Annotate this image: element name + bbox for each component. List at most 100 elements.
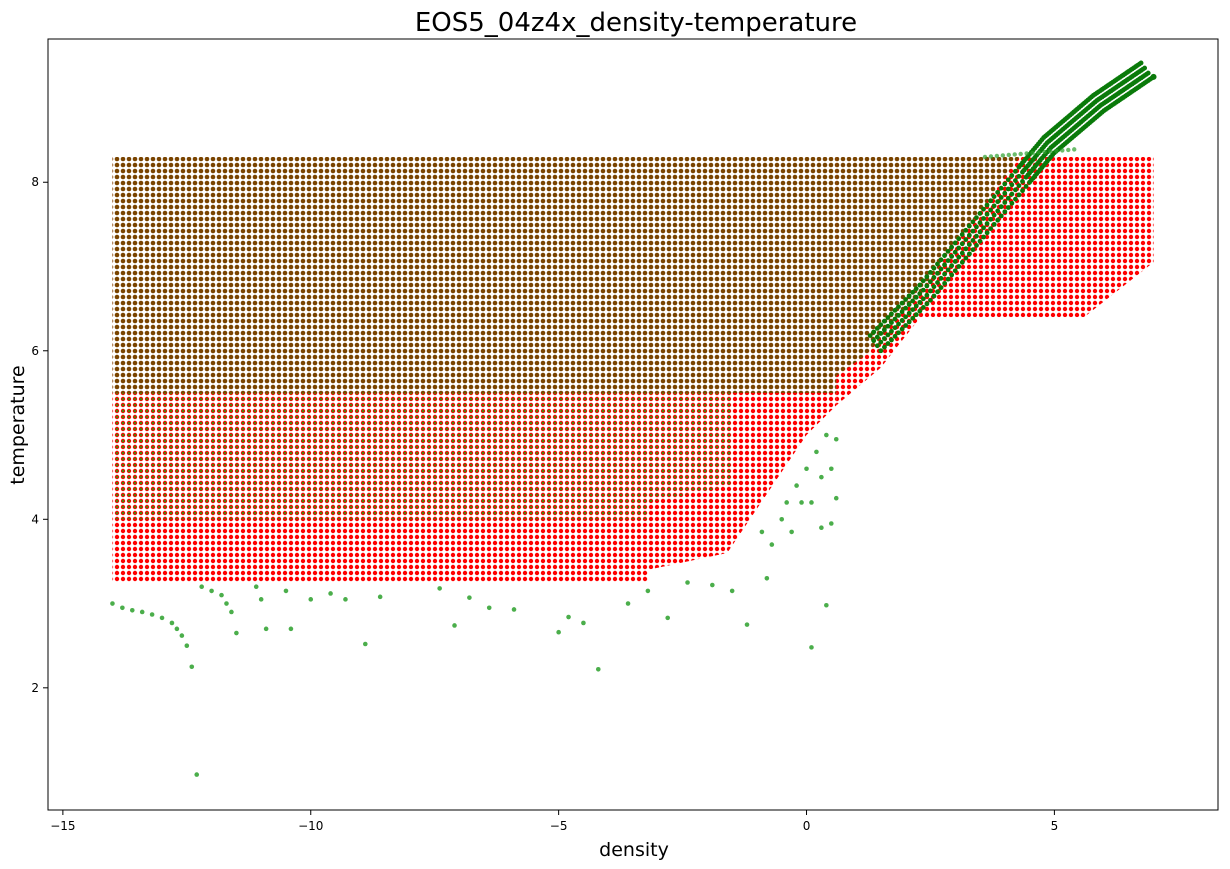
green-band-point	[956, 264, 962, 269]
green-band-point	[1009, 182, 1015, 188]
green-outlier-point	[799, 500, 804, 505]
green-band-point	[952, 249, 958, 255]
y-axis: 2 4 6 8	[31, 175, 48, 695]
green-band-point	[889, 337, 894, 343]
green-band-point	[931, 293, 937, 299]
y-tick-label: 6	[31, 344, 39, 358]
green-band-point	[920, 287, 926, 293]
green-band-point	[977, 238, 983, 244]
green-band-point	[1005, 177, 1011, 183]
green-outlier-point	[179, 633, 185, 638]
green-outlier-point	[467, 595, 472, 600]
green-band-point	[952, 268, 958, 274]
green-band-point	[988, 216, 994, 222]
green-band-point	[924, 274, 930, 280]
green-band-point	[981, 225, 986, 231]
green-band-point	[1012, 152, 1017, 157]
green-band-point	[1036, 150, 1041, 155]
green-band-point	[938, 266, 944, 272]
green-series-mid-region	[112, 392, 733, 520]
green-band-point	[942, 262, 947, 268]
green-band-point	[917, 291, 923, 297]
green-outlier-point	[829, 466, 834, 472]
green-band-point	[1018, 151, 1023, 157]
green-outlier-point	[729, 588, 735, 594]
green-band-point	[994, 153, 1000, 159]
green-outlier-point	[174, 626, 180, 632]
green-outlier-point	[189, 664, 195, 670]
green-outlier-point	[283, 588, 289, 594]
green-outlier-point	[511, 607, 517, 612]
green-band-point	[913, 286, 919, 292]
green-band-point	[988, 207, 994, 213]
green-outlier-point	[219, 592, 224, 598]
green-band-point	[889, 311, 894, 317]
green-band-point	[867, 333, 873, 339]
green-band-point	[913, 312, 919, 318]
green-band-point	[945, 248, 951, 254]
green-band-point	[995, 189, 1001, 195]
green-band-point	[959, 259, 965, 265]
green-band-point	[1016, 173, 1022, 179]
green-band-point	[1000, 153, 1006, 158]
green-band-point	[959, 250, 965, 256]
x-tick-label: −5	[550, 819, 568, 833]
green-band-point	[942, 280, 948, 286]
green-band-point	[1002, 190, 1008, 196]
green-band-point	[874, 343, 880, 349]
green-outlier-point	[744, 622, 750, 627]
green-band-point	[991, 203, 997, 209]
green-band-point	[871, 329, 877, 335]
green-outlier-point	[110, 601, 115, 606]
green-outlier-point	[194, 772, 200, 777]
green-band-point	[899, 300, 905, 306]
green-band-point	[917, 282, 923, 288]
green-outlier-point	[224, 601, 229, 606]
green-band-point	[1023, 184, 1029, 189]
green-band-point	[963, 227, 969, 233]
green-band-point	[963, 255, 969, 261]
green-band-point	[892, 325, 898, 331]
green-band-point	[974, 243, 979, 248]
green-band-point	[935, 280, 940, 285]
green-outlier-point	[809, 500, 814, 505]
green-band-point	[881, 327, 887, 333]
green-band-point	[988, 154, 994, 159]
green-band-point	[928, 297, 933, 303]
green-band-point	[938, 257, 944, 263]
green-band-point	[913, 294, 919, 300]
green-band-point	[878, 331, 884, 336]
green-band-point	[949, 272, 955, 278]
green-band-point	[935, 270, 940, 276]
green-outlier-point	[328, 591, 333, 596]
green-band-point	[903, 323, 909, 328]
green-band-point	[892, 333, 898, 339]
green-band-point	[1072, 147, 1077, 152]
green-band-point	[991, 221, 997, 227]
green-outlier-point	[789, 529, 794, 535]
green-outlier-point	[169, 620, 175, 626]
green-outlier-point	[120, 605, 125, 611]
green-band-point	[945, 258, 951, 264]
green-band-point	[938, 275, 944, 281]
green-band-point	[874, 325, 880, 331]
green-band-point	[882, 344, 887, 350]
green-band-point	[889, 320, 894, 326]
green-outlier-point	[308, 597, 314, 602]
green-band-point	[991, 194, 997, 199]
green-outlier-point	[199, 584, 204, 590]
green-band-point	[924, 283, 930, 289]
green-outlier-point	[209, 588, 214, 594]
green-band-point	[1138, 60, 1144, 66]
green-band-point	[988, 226, 994, 231]
green-outlier-point	[779, 516, 785, 522]
green-outlier-point	[184, 643, 190, 648]
green-outlier-point	[794, 483, 799, 488]
green-band-point	[906, 310, 912, 316]
green-band-point	[1066, 147, 1071, 153]
green-band-point	[917, 299, 923, 305]
green-band-point	[942, 253, 947, 258]
green-band-point	[906, 302, 912, 307]
green-band-point	[984, 230, 990, 236]
green-outlier-point	[759, 529, 765, 535]
